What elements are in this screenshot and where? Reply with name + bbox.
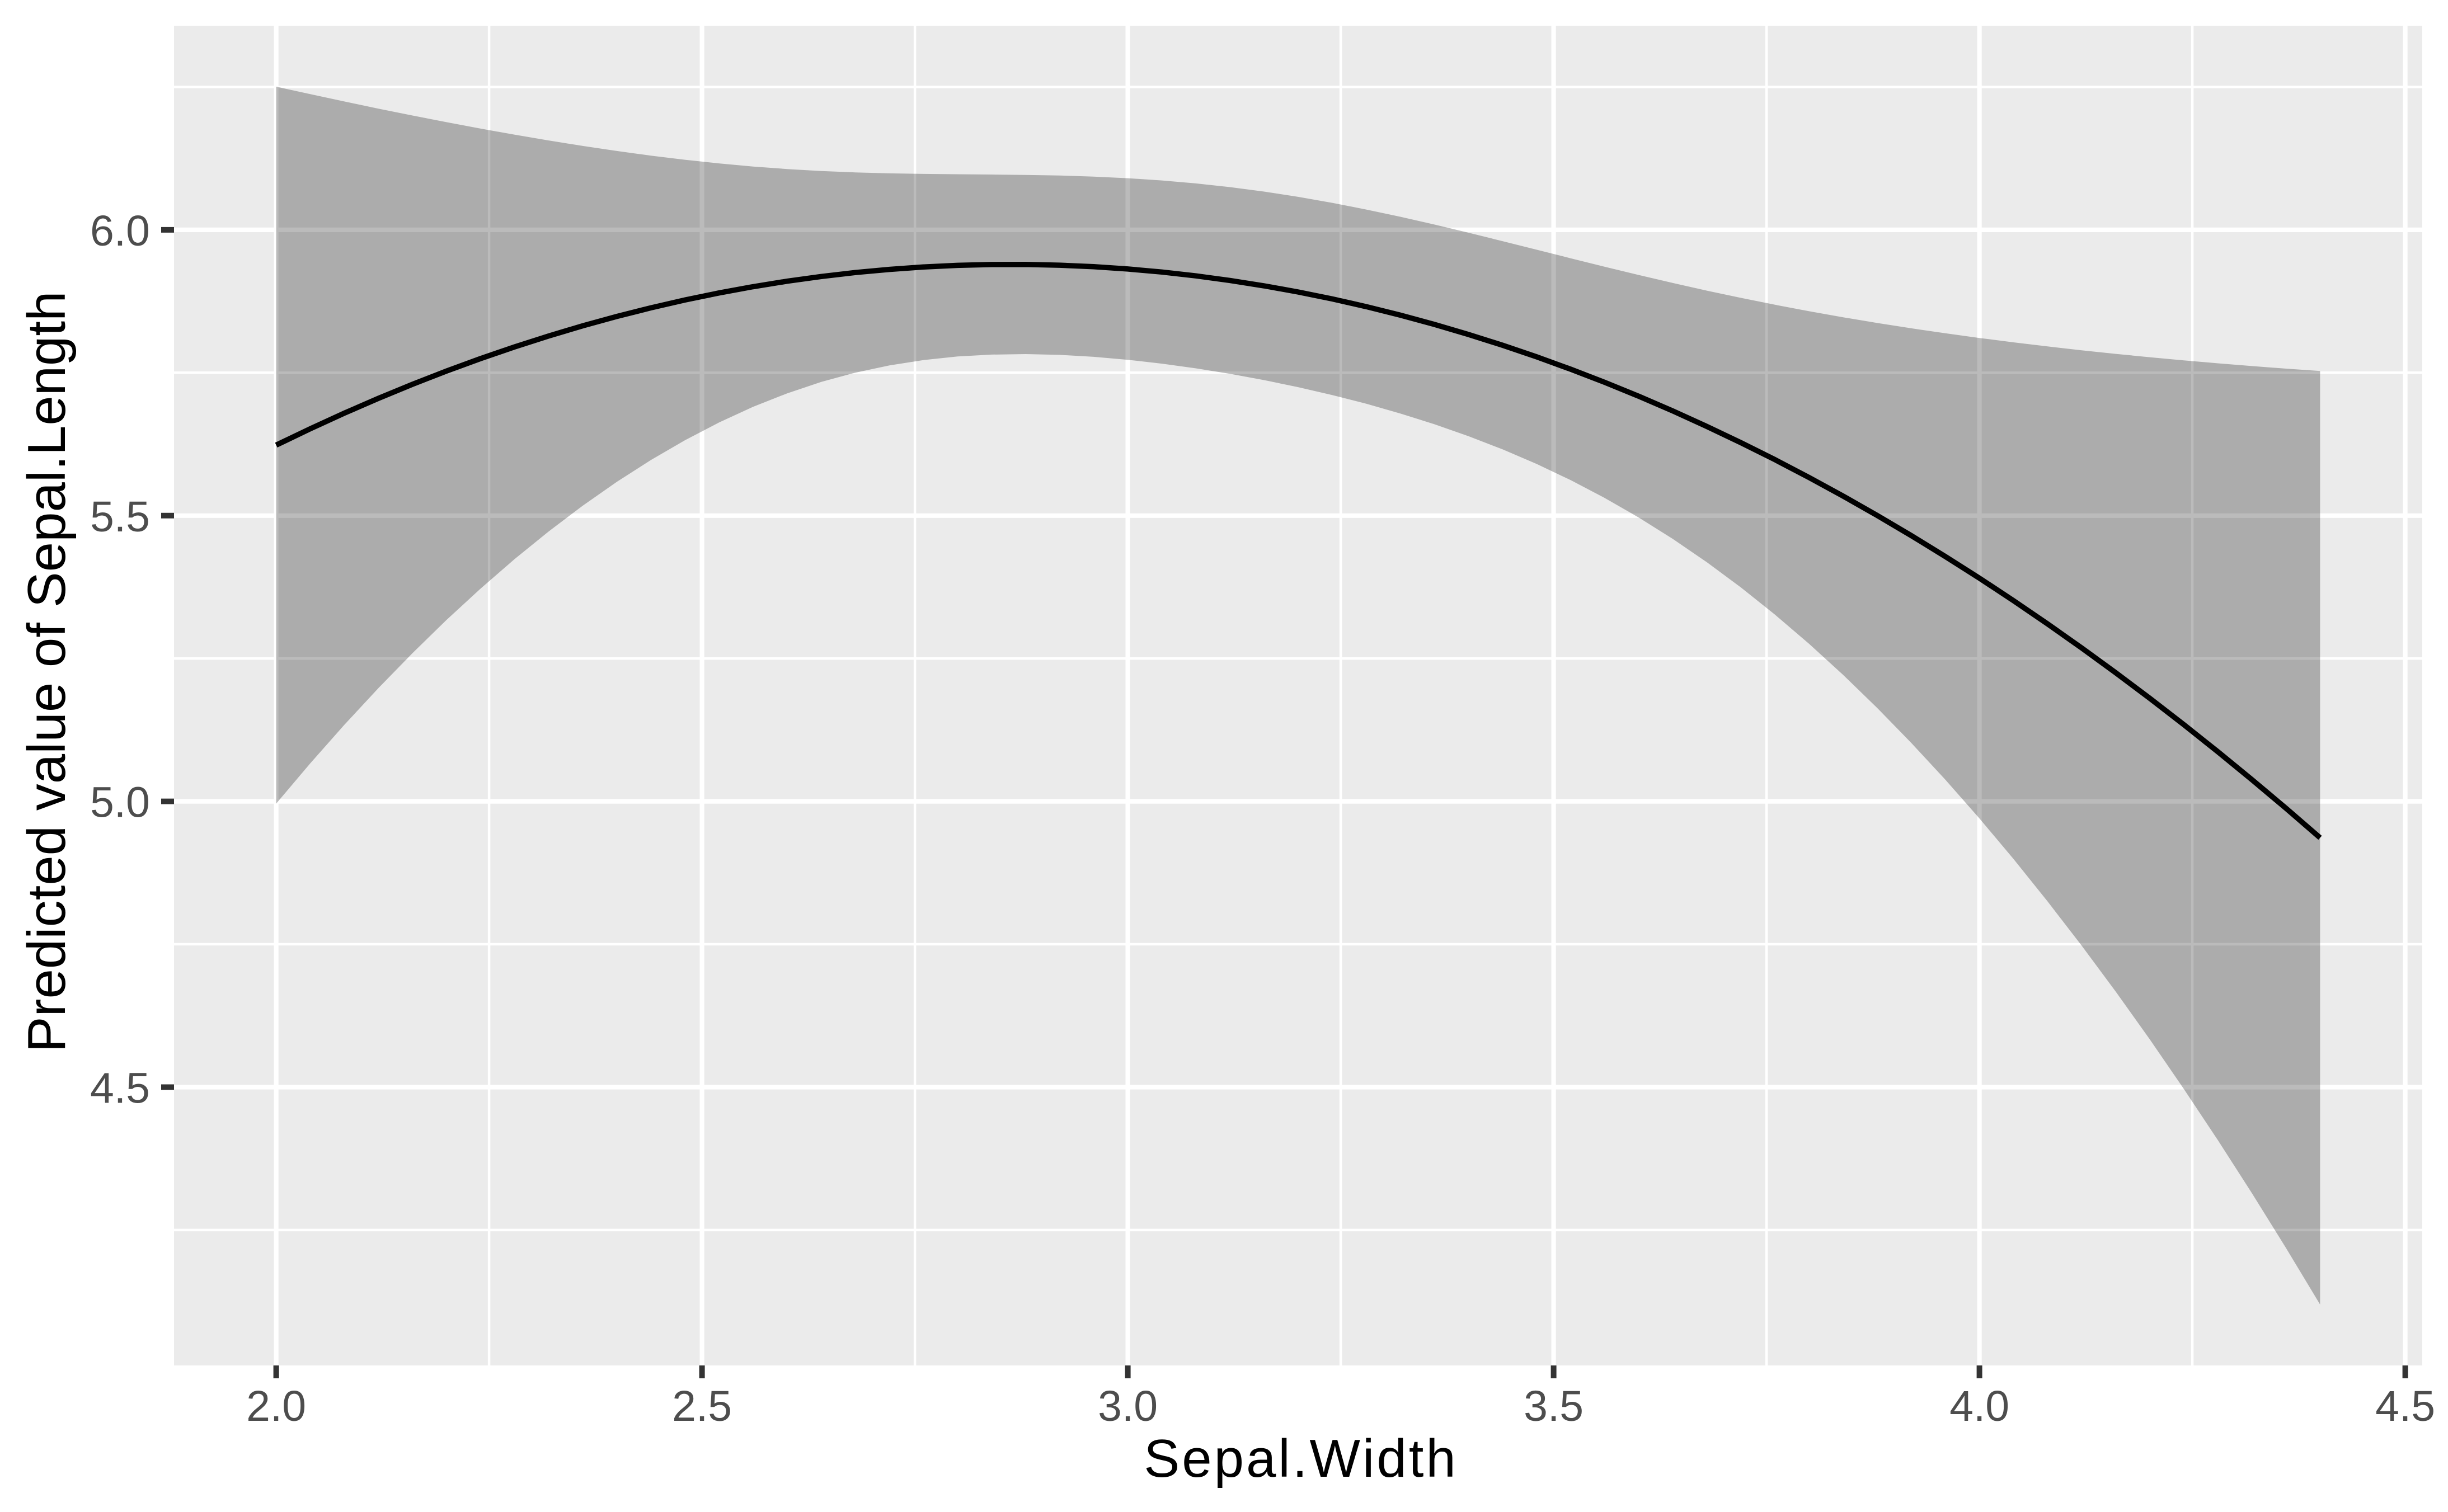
svg-text:4.5: 4.5 [90, 1064, 150, 1113]
svg-text:3.5: 3.5 [1524, 1382, 1584, 1430]
svg-text:6.0: 6.0 [90, 207, 150, 255]
svg-text:4.5: 4.5 [2375, 1382, 2435, 1430]
svg-text:Predicted value of Sepal.Lengt: Predicted value of Sepal.Length [17, 291, 77, 1053]
svg-text:Sepal.Width: Sepal.Width [1144, 1429, 1458, 1489]
svg-text:2.5: 2.5 [672, 1382, 732, 1430]
svg-text:2.0: 2.0 [246, 1382, 306, 1430]
svg-text:4.0: 4.0 [1949, 1382, 2009, 1430]
svg-text:5.5: 5.5 [90, 493, 150, 541]
svg-text:5.0: 5.0 [90, 779, 150, 827]
svg-text:3.0: 3.0 [1098, 1382, 1158, 1430]
